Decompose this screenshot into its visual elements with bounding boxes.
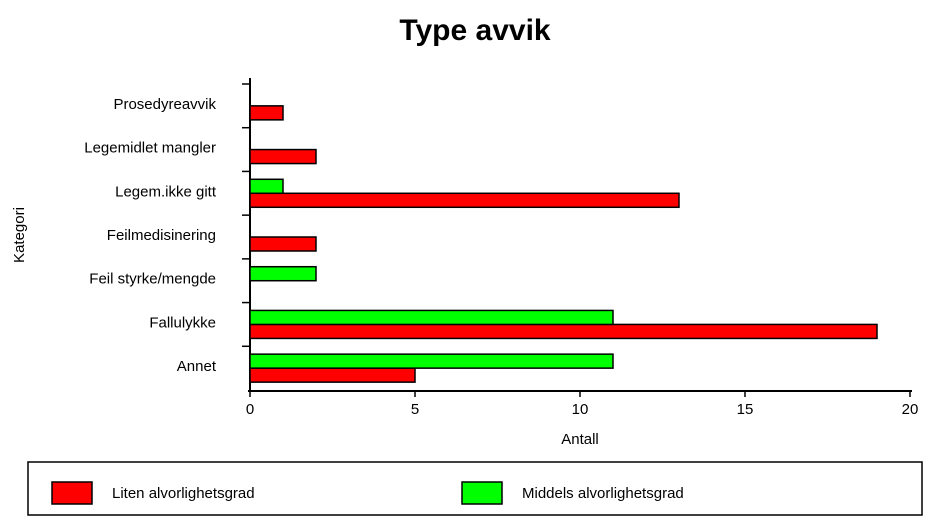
bar — [249, 178, 284, 195]
bar — [249, 309, 614, 326]
bar — [249, 265, 317, 282]
y-tick-label: Legem.ikke gitt — [115, 183, 217, 200]
bar — [249, 353, 614, 369]
chart-title: Type avvik — [399, 14, 551, 47]
y-tick-label: Feilmedisinering — [107, 227, 216, 244]
y-tick-label: Prosedyreavvik — [113, 96, 216, 113]
bar — [249, 105, 284, 121]
legend-swatch — [51, 481, 93, 505]
y-tick-label: Fallulykke — [149, 314, 216, 331]
legend-label: Middels alvorlighetsgrad — [522, 485, 684, 502]
bar — [249, 148, 317, 165]
x-tick-label: 5 — [411, 401, 419, 418]
legend-box — [27, 461, 923, 516]
x-tick-label: 15 — [737, 401, 754, 418]
y-tick-label: Legemidlet mangler — [84, 140, 216, 157]
x-axis-label: Antall — [561, 431, 599, 448]
legend-label: Liten alvorlighetsgrad — [112, 485, 255, 502]
x-tick-label: 0 — [246, 401, 254, 418]
bar — [249, 192, 680, 209]
bar — [249, 367, 416, 383]
y-tick-label: Feil styrke/mengde — [89, 271, 216, 288]
y-tick-label: Annet — [177, 358, 217, 375]
bar — [249, 323, 878, 340]
x-tick-label: 20 — [902, 401, 919, 418]
legend-swatch — [461, 481, 503, 505]
y-axis-label: Kategori — [11, 207, 28, 263]
bar — [249, 236, 317, 252]
x-tick-label: 10 — [572, 401, 589, 418]
